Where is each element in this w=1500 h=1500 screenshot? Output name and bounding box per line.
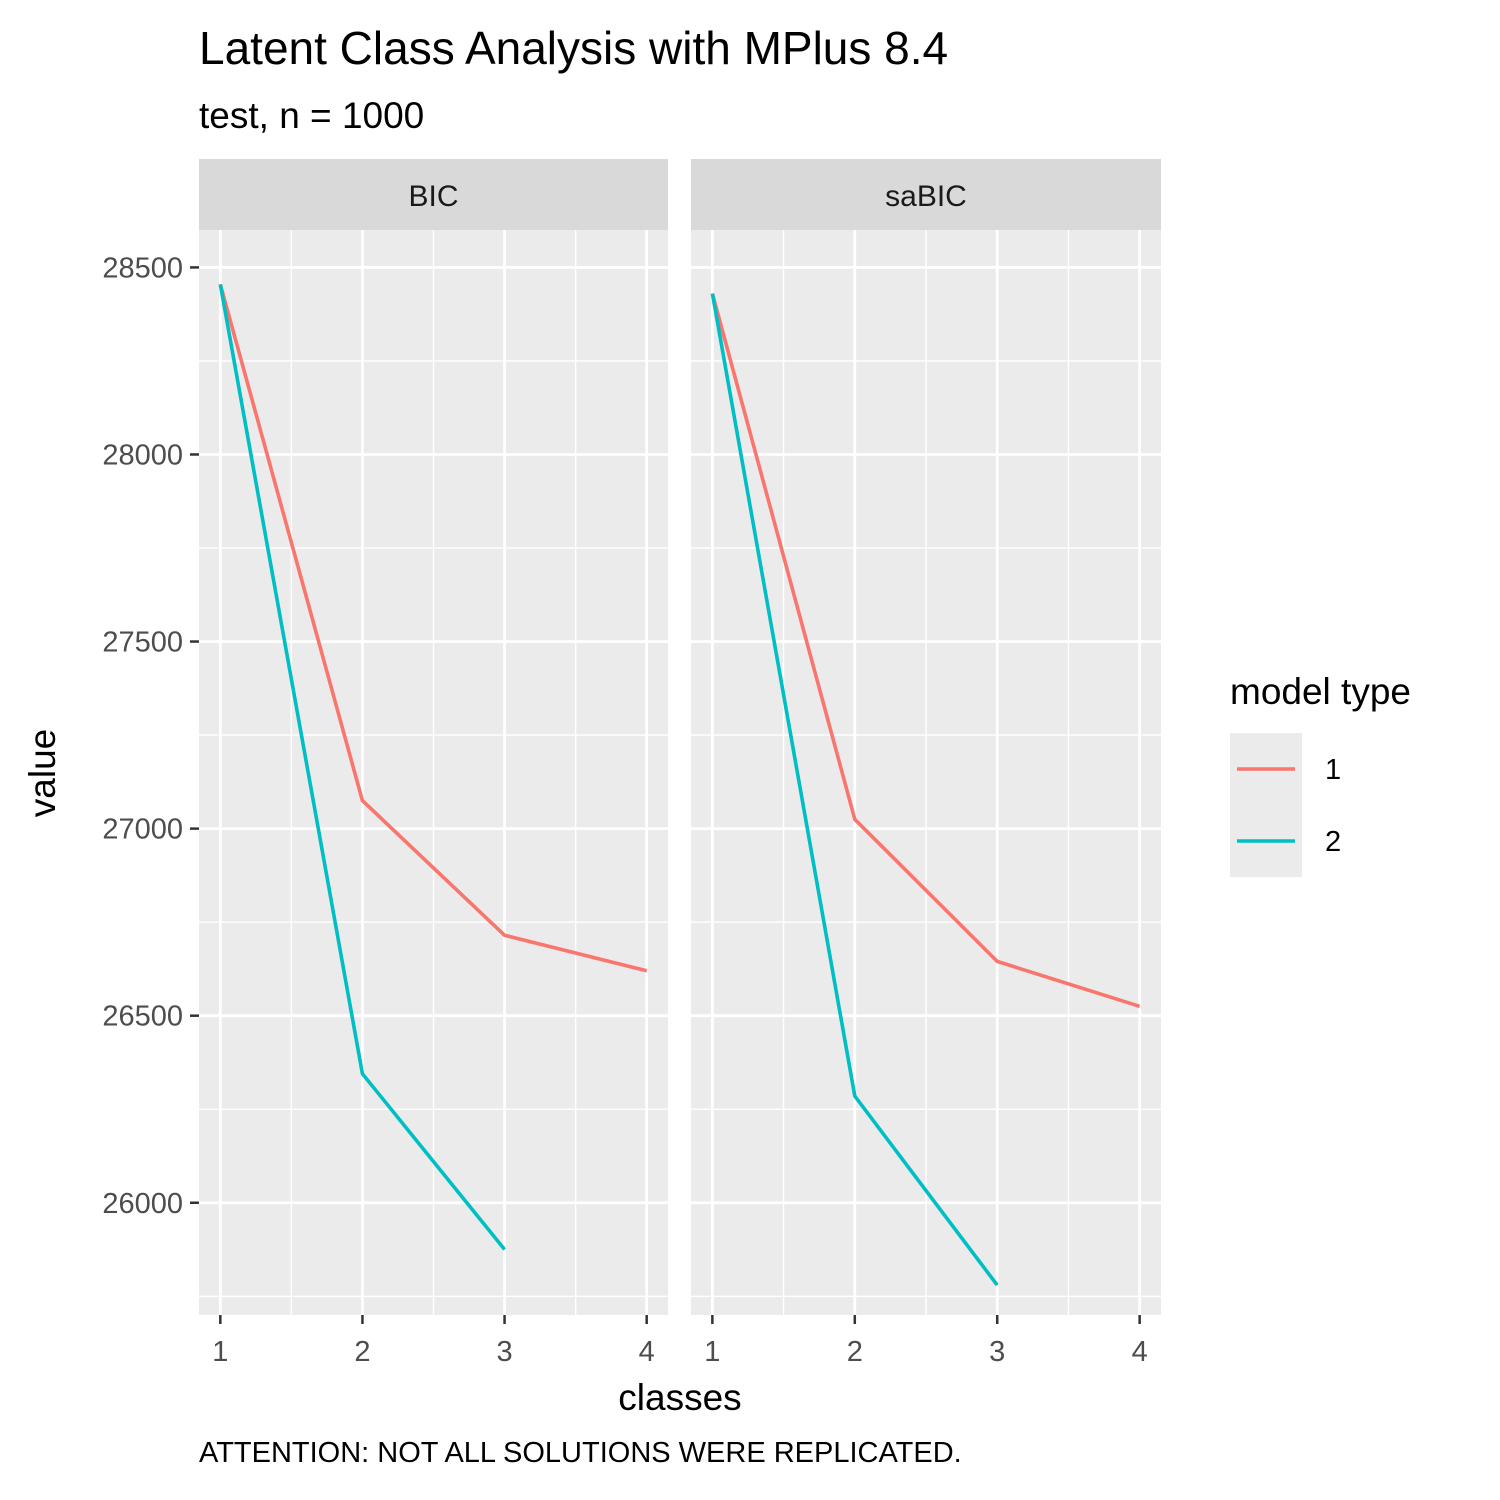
legend-label-2: 2	[1325, 826, 1341, 858]
strip-background	[691, 159, 1161, 230]
series-line-2	[710, 293, 999, 1287]
y-tick-label: 27000	[102, 814, 183, 846]
panel-BIC: BIC 1 2 3 4 26000 26500 27000 27500 28000 28500	[102, 159, 668, 1368]
y-tick-label: 28000	[102, 439, 183, 471]
chart-title: Latent Class Analysis with MPlus 8.4	[199, 22, 948, 74]
strip-background	[199, 159, 668, 230]
strip-label: saBIC	[885, 180, 967, 213]
x-tick-label: 2	[847, 1336, 863, 1368]
chart-caption: ATTENTION: NOT ALL SOLUTIONS WERE REPLIC…	[199, 1437, 962, 1469]
strip-label: BIC	[408, 180, 458, 213]
x-tick-label: 3	[989, 1336, 1005, 1368]
legend: model type 1 2	[1230, 671, 1411, 877]
y-tick-label: 26500	[102, 1001, 183, 1033]
y-tick-label: 26000	[102, 1188, 183, 1220]
x-axis-title: classes	[618, 1377, 741, 1418]
x-tick-label: 1	[704, 1336, 720, 1368]
series-line-1	[218, 283, 648, 973]
legend-label-1: 1	[1325, 754, 1341, 786]
panel-saBIC: saBIC 1 2 3 4	[691, 159, 1161, 1368]
panels: BIC 1 2 3 4 26000 26500 27000 27500 28000 28500 saB…	[102, 159, 1161, 1368]
legend-title: model type	[1230, 671, 1411, 712]
chart-subtitle: test, n = 1000	[199, 95, 424, 136]
x-tick-label: 3	[496, 1336, 512, 1368]
x-tick-label: 1	[212, 1336, 228, 1368]
y-tick-label: 28500	[102, 252, 183, 284]
x-tick-label: 2	[354, 1336, 370, 1368]
series-line-1	[710, 293, 1141, 1009]
y-axis-title: value	[22, 729, 63, 817]
x-tick-label: 4	[639, 1336, 655, 1368]
legend-key-background	[1230, 733, 1302, 877]
series-line-2	[218, 283, 506, 1251]
x-tick-label: 4	[1132, 1336, 1148, 1368]
y-tick-label: 27500	[102, 627, 183, 659]
